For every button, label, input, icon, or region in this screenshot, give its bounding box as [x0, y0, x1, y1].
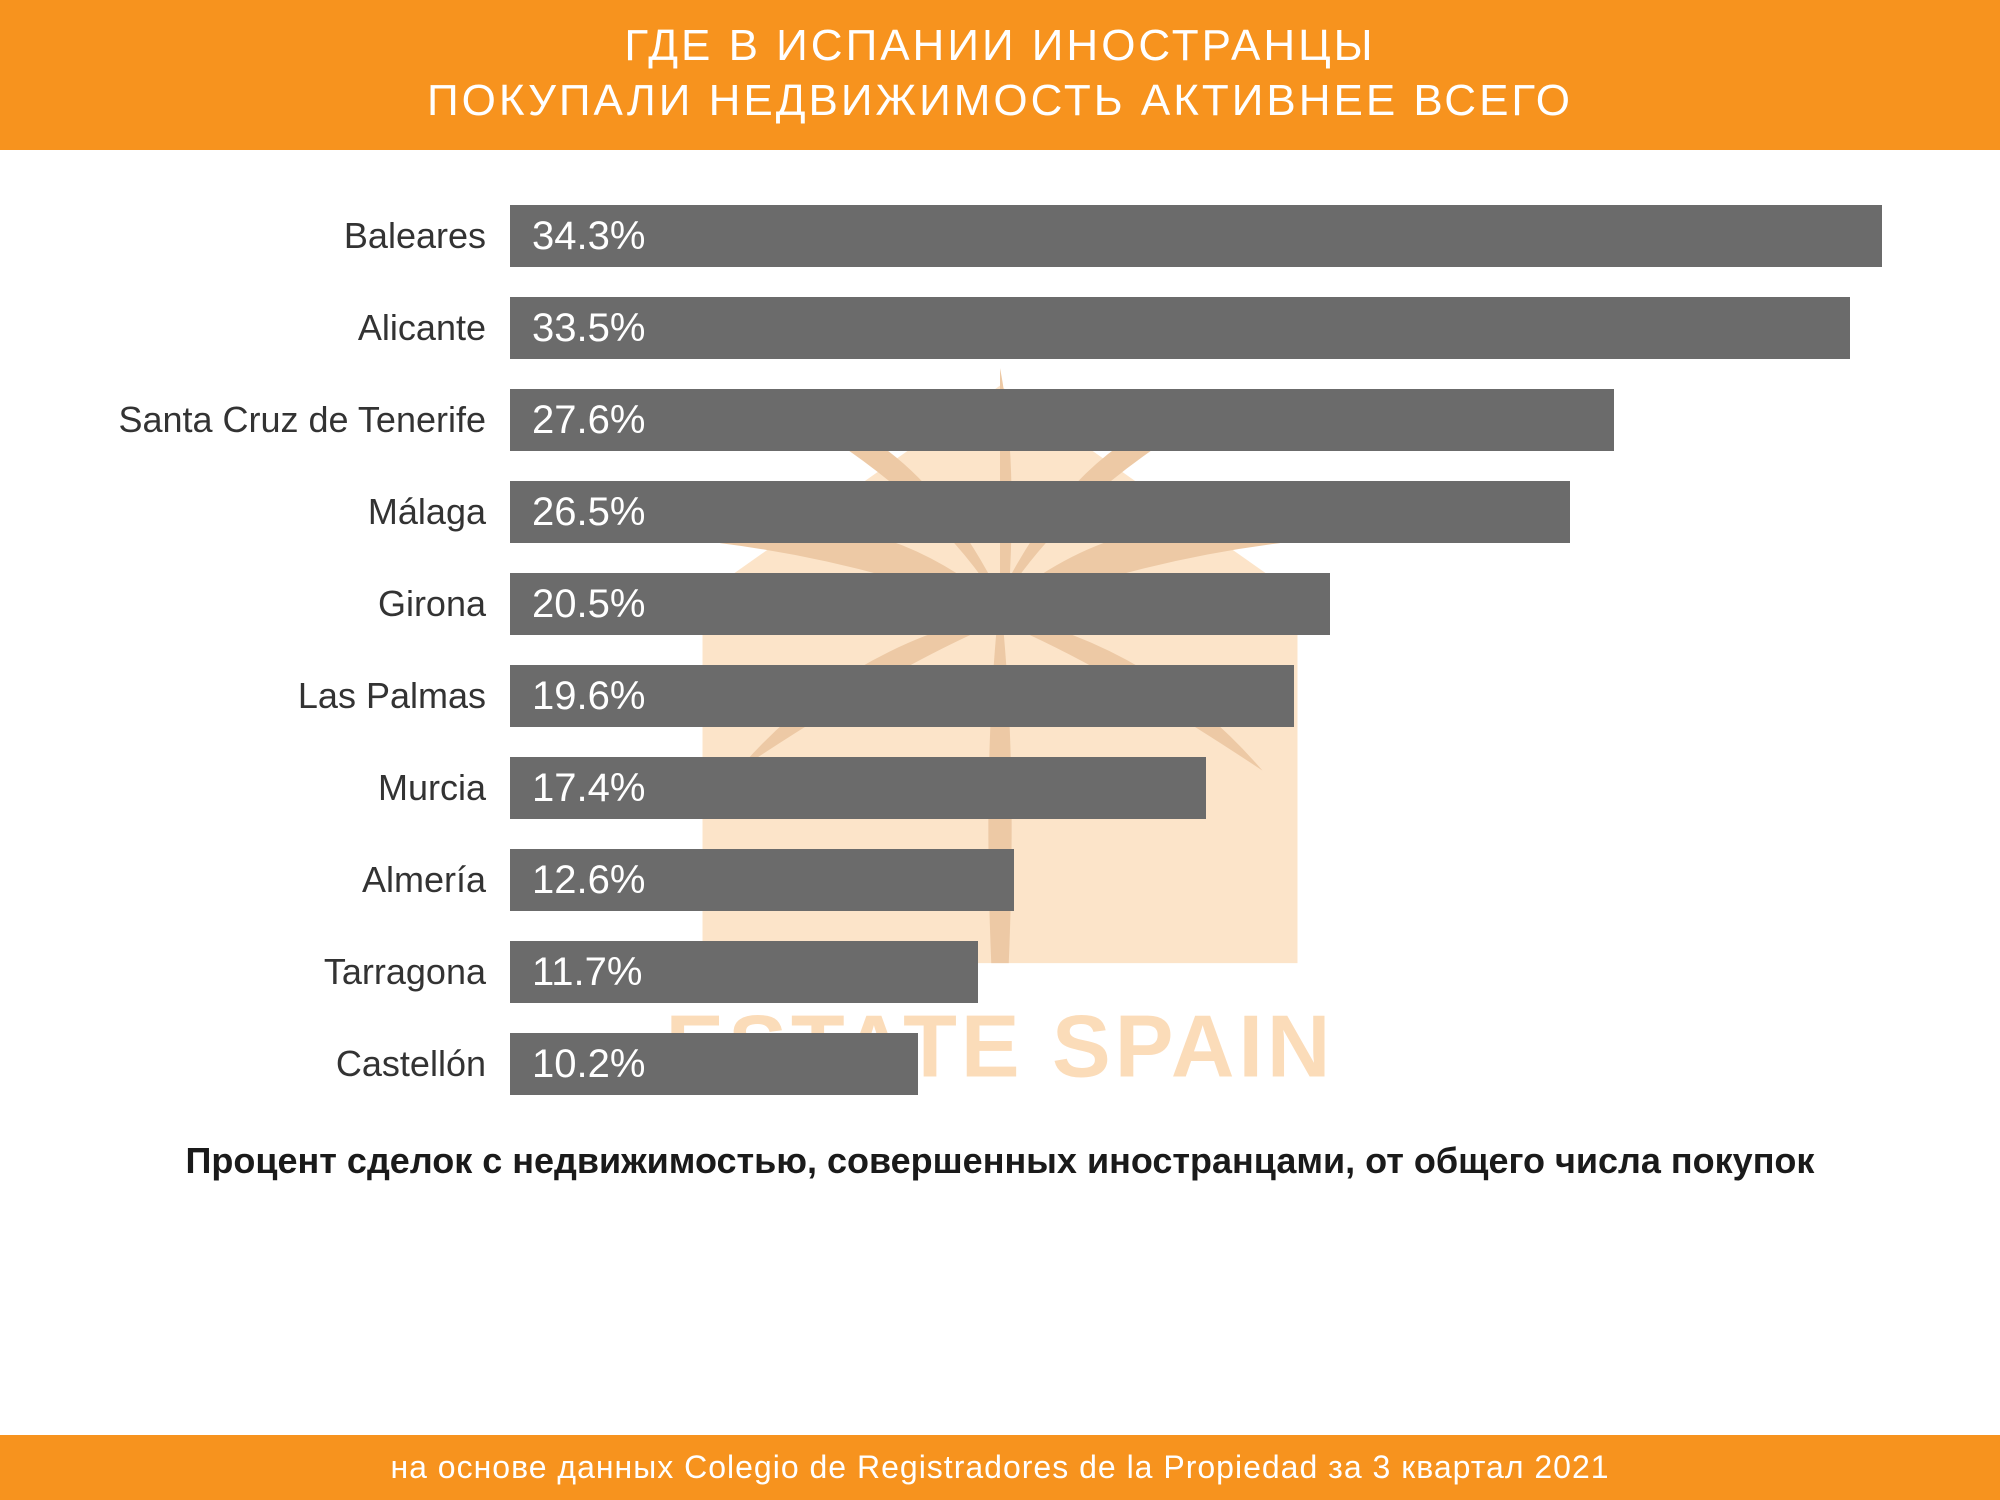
bar-value-label: 12.6%: [510, 858, 645, 903]
bar-value-label: 34.3%: [510, 214, 645, 259]
bar-fill: 19.6%: [510, 665, 1294, 727]
bar-track: 34.3%: [510, 205, 1910, 267]
bar-value-label: 20.5%: [510, 582, 645, 627]
chart-header: ГДЕ В ИСПАНИИ ИНОСТРАНЦЫ ПОКУПАЛИ НЕДВИЖ…: [0, 0, 2000, 150]
category-label: Castellón: [60, 1043, 510, 1085]
bar-value-label: 33.5%: [510, 306, 645, 351]
bar-fill: 27.6%: [510, 389, 1614, 451]
bar-row: Alicante33.5%: [60, 282, 1940, 374]
bar-row: Girona20.5%: [60, 558, 1940, 650]
footer-text: на основе данных Colegio de Registradore…: [390, 1449, 1609, 1485]
bar-fill: 34.3%: [510, 205, 1882, 267]
bar-list: Baleares34.3%Alicante33.5%Santa Cruz de …: [60, 190, 1940, 1110]
bar-track: 10.2%: [510, 1033, 1910, 1095]
bar-row: Castellón10.2%: [60, 1018, 1940, 1110]
category-label: Girona: [60, 583, 510, 625]
bar-value-label: 10.2%: [510, 1042, 645, 1087]
bar-row: Málaga26.5%: [60, 466, 1940, 558]
category-label: Baleares: [60, 215, 510, 257]
bar-value-label: 27.6%: [510, 398, 645, 443]
bar-track: 12.6%: [510, 849, 1910, 911]
category-label: Las Palmas: [60, 675, 510, 717]
header-line-1: ГДЕ В ИСПАНИИ ИНОСТРАНЦЫ: [0, 18, 2000, 73]
header-line-2: ПОКУПАЛИ НЕДВИЖИМОСТЬ АКТИВНЕЕ ВСЕГО: [0, 73, 2000, 128]
bar-fill: 33.5%: [510, 297, 1850, 359]
bar-fill: 20.5%: [510, 573, 1330, 635]
bar-fill: 11.7%: [510, 941, 978, 1003]
bar-fill: 12.6%: [510, 849, 1014, 911]
bar-track: 27.6%: [510, 389, 1910, 451]
bar-row: Almería12.6%: [60, 834, 1940, 926]
bar-row: Murcia17.4%: [60, 742, 1940, 834]
bar-row: Santa Cruz de Tenerife27.6%: [60, 374, 1940, 466]
bar-value-label: 11.7%: [510, 950, 642, 995]
bar-track: 20.5%: [510, 573, 1910, 635]
bar-row: Tarragona11.7%: [60, 926, 1940, 1018]
category-label: Tarragona: [60, 951, 510, 993]
chart-footer: на основе данных Colegio de Registradore…: [0, 1435, 2000, 1500]
bar-value-label: 26.5%: [510, 490, 645, 535]
bar-track: 19.6%: [510, 665, 1910, 727]
category-label: Santa Cruz de Tenerife: [60, 399, 510, 441]
bar-row: Baleares34.3%: [60, 190, 1940, 282]
bar-fill: 26.5%: [510, 481, 1570, 543]
chart-area: ESTATE SPAIN Baleares34.3%Alicante33.5%S…: [0, 150, 2000, 1232]
bar-fill: 17.4%: [510, 757, 1206, 819]
category-label: Murcia: [60, 767, 510, 809]
chart-subtitle: Процент сделок с недвижимостью, совершен…: [60, 1110, 1940, 1212]
bar-fill: 10.2%: [510, 1033, 918, 1095]
bar-track: 11.7%: [510, 941, 1910, 1003]
bar-track: 33.5%: [510, 297, 1910, 359]
bar-track: 26.5%: [510, 481, 1910, 543]
bar-value-label: 17.4%: [510, 766, 645, 811]
category-label: Almería: [60, 859, 510, 901]
category-label: Alicante: [60, 307, 510, 349]
category-label: Málaga: [60, 491, 510, 533]
bar-value-label: 19.6%: [510, 674, 645, 719]
bar-row: Las Palmas19.6%: [60, 650, 1940, 742]
bar-track: 17.4%: [510, 757, 1910, 819]
